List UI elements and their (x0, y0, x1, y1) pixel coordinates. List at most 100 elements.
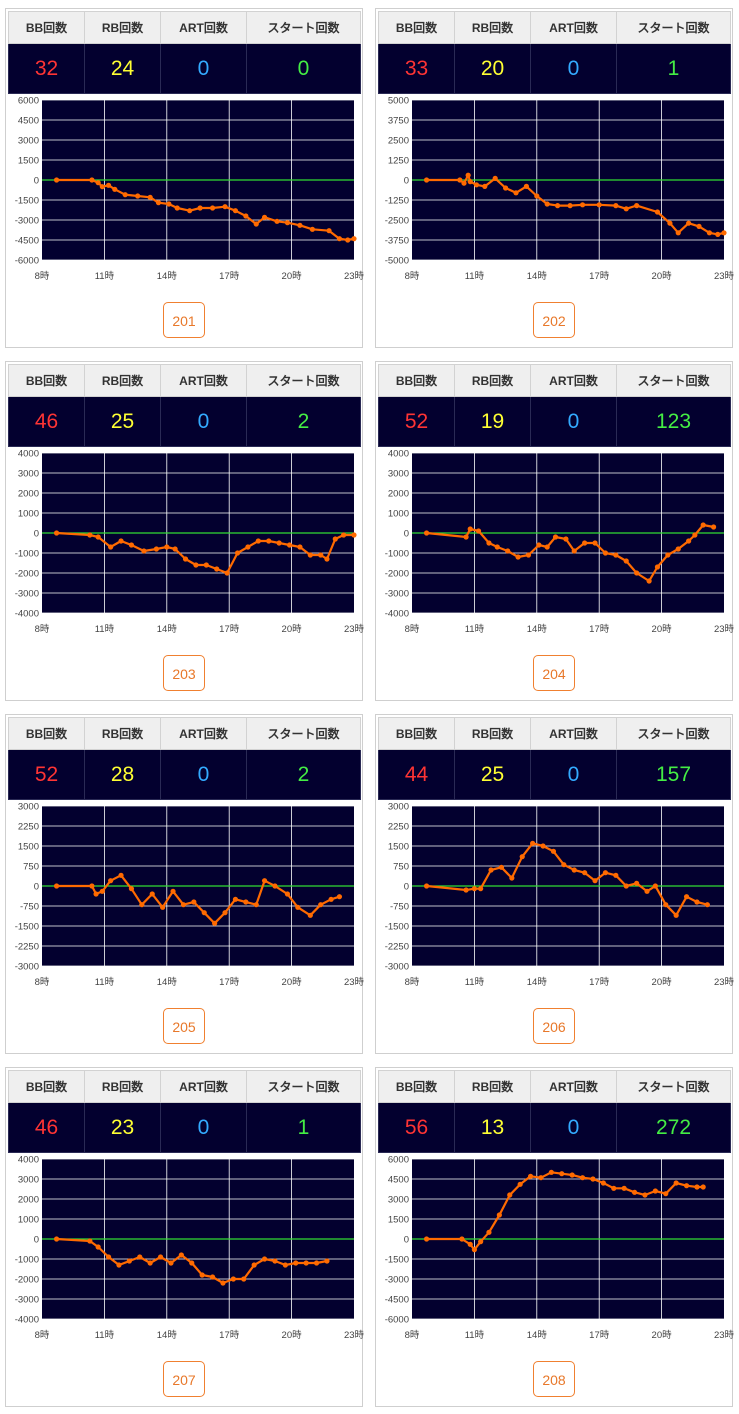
x-tick-label: 17時 (219, 977, 240, 988)
x-tick-label: 23時 (344, 271, 365, 282)
data-point (222, 204, 228, 210)
data-point (536, 542, 542, 548)
y-tick-label: -4000 (15, 1315, 39, 1326)
bb-count-value: 52 (8, 749, 85, 800)
data-point (105, 182, 112, 188)
x-tick-label: 20時 (282, 271, 303, 282)
x-tick-label: 11時 (95, 624, 115, 635)
bb-count-value: 44 (378, 749, 455, 800)
x-tick-label: 17時 (589, 977, 610, 988)
bb-count-header: BB回数 (8, 716, 85, 751)
machine-number-button[interactable]: 204 (533, 655, 575, 691)
data-point (550, 848, 557, 854)
data-point (478, 886, 484, 892)
x-tick-label: 20時 (282, 624, 303, 635)
y-tick-label: 2250 (18, 822, 39, 833)
x-tick-label: 23時 (714, 977, 735, 988)
data-point (523, 183, 529, 189)
art-count-header: ART回数 (160, 1069, 247, 1104)
data-point (126, 1258, 132, 1264)
data-point (286, 542, 293, 548)
y-tick-label: 1500 (18, 842, 39, 853)
machine-number-button[interactable]: 201 (163, 302, 205, 338)
data-point (251, 1262, 257, 1268)
y-tick-label: 0 (404, 882, 409, 893)
data-point (53, 177, 60, 183)
x-tick-label: 14時 (527, 624, 548, 635)
data-point (307, 912, 313, 918)
data-point (222, 910, 228, 916)
start-count-value: 2 (246, 749, 361, 800)
rb-count-header: RB回数 (454, 1069, 531, 1104)
data-point (313, 1260, 320, 1266)
y-tick-label: -750 (390, 902, 409, 913)
bb-count-value: 32 (8, 43, 85, 94)
data-point (579, 1175, 586, 1181)
data-point (715, 231, 721, 237)
stats-table: BB回数 RB回数 ART回数 スタート回数 52 19 0 123 (378, 363, 731, 447)
machine-number-button[interactable]: 208 (533, 1361, 575, 1397)
data-point (180, 902, 187, 908)
start-count-value: 123 (616, 396, 731, 447)
data-point (478, 1239, 484, 1245)
data-point (266, 538, 272, 544)
y-tick-label: -4500 (385, 1295, 409, 1306)
machine-number-button[interactable]: 202 (533, 302, 575, 338)
bb-count-value: 46 (8, 396, 85, 447)
data-point (99, 888, 105, 894)
data-point (122, 192, 128, 198)
y-tick-label: 0 (34, 1235, 39, 1246)
data-point (324, 556, 330, 562)
rb-count-value: 28 (84, 749, 161, 800)
data-point (326, 228, 332, 234)
stats-table: BB回数 RB回数 ART回数 スタート回数 52 28 0 2 (8, 716, 361, 800)
machine-number-button[interactable]: 206 (533, 1008, 575, 1044)
data-point (592, 540, 598, 546)
data-point (272, 883, 278, 889)
machine-card: BB回数 RB回数 ART回数 スタート回数 44 25 0 157 3000 2250 1500 7… (375, 714, 735, 1054)
art-count-header: ART回数 (530, 363, 617, 398)
machine-number-button[interactable]: 203 (163, 655, 205, 691)
rb-count-value: 24 (84, 43, 161, 94)
x-tick-label: 8時 (35, 624, 50, 635)
data-point (582, 540, 588, 546)
y-tick-label: 1500 (18, 156, 39, 167)
x-tick-label: 17時 (219, 271, 240, 282)
y-tick-label: 4500 (388, 1175, 409, 1186)
y-tick-label: -1000 (15, 1255, 39, 1266)
y-tick-label: -1000 (385, 549, 409, 560)
data-point (199, 1272, 205, 1278)
data-point (473, 182, 480, 188)
data-point (89, 883, 95, 889)
start-count-header: スタート回数 (246, 1069, 361, 1104)
data-point (87, 532, 93, 538)
data-point (467, 526, 473, 532)
machine-number-button[interactable]: 205 (163, 1008, 205, 1044)
y-tick-label: 6000 (18, 96, 39, 107)
data-point (488, 867, 494, 873)
data-point (241, 1276, 247, 1282)
art-count-header: ART回数 (160, 716, 247, 751)
rb-count-value: 13 (454, 1102, 531, 1153)
data-point (663, 902, 669, 908)
start-count-value: 157 (616, 749, 731, 800)
y-tick-label: -3000 (15, 216, 39, 227)
y-tick-label: -1500 (385, 1255, 409, 1266)
data-point (706, 230, 713, 236)
x-tick-label: 23時 (344, 1330, 365, 1341)
machine-number-button[interactable]: 207 (163, 1361, 205, 1397)
stats-table: BB回数 RB回数 ART回数 スタート回数 44 25 0 157 (378, 716, 731, 800)
x-tick-label: 11時 (465, 271, 485, 282)
x-tick-label: 20時 (282, 977, 303, 988)
payout-chart: 3000 2250 1500 750 0 -750 -1500 -2250 -3000 8時 11時… (15, 802, 365, 989)
bb-count-value: 46 (8, 1102, 85, 1153)
bb-count-value: 56 (378, 1102, 455, 1153)
x-tick-label: 8時 (405, 977, 420, 988)
data-point (209, 1274, 216, 1280)
data-point (652, 883, 658, 889)
data-point (214, 566, 220, 572)
y-tick-label: 5000 (388, 96, 409, 107)
data-point (182, 556, 189, 562)
data-point (423, 177, 430, 183)
y-tick-label: 4000 (18, 449, 39, 460)
